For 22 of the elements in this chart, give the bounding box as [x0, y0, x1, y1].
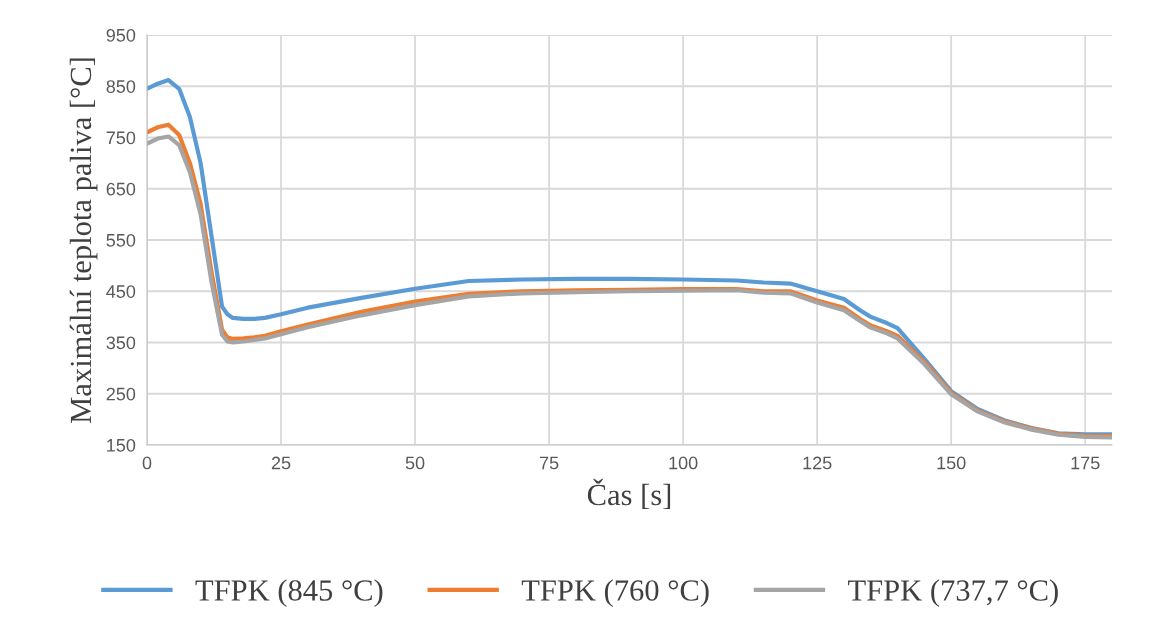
y-tick-label: 950	[106, 28, 136, 42]
y-tick-label: 550	[106, 233, 136, 247]
y-tick-label: 250	[106, 387, 136, 401]
y-axis-title: Maximální teplota paliva [°C]	[69, 58, 98, 423]
y-tick-label: 850	[106, 80, 136, 93]
legend-label: TFPK (760 °C)	[521, 579, 709, 607]
x-tick-label: 175	[1071, 456, 1100, 470]
legend-label: TFPK (737,7 °C)	[848, 579, 1058, 607]
y-tick-label: 150	[107, 438, 136, 452]
x-tick-label: 150	[937, 456, 966, 470]
legend-label: TFPK (845 °C)	[195, 579, 383, 607]
y-tick-label: 650	[106, 182, 136, 196]
x-tick-label: 125	[803, 456, 832, 470]
y-tick-label: 350	[106, 336, 136, 350]
y-tick-label: 750	[106, 131, 136, 145]
x-tick-label: 75	[539, 456, 559, 470]
x-tick-label: 25	[271, 456, 291, 470]
x-tick-label: 50	[405, 456, 425, 470]
x-axis-title: Čas [s]	[587, 478, 671, 510]
y-tick-label: 450	[106, 285, 136, 298]
x-tick-label: 0	[142, 456, 152, 470]
x-tick-label: 100	[669, 456, 698, 470]
